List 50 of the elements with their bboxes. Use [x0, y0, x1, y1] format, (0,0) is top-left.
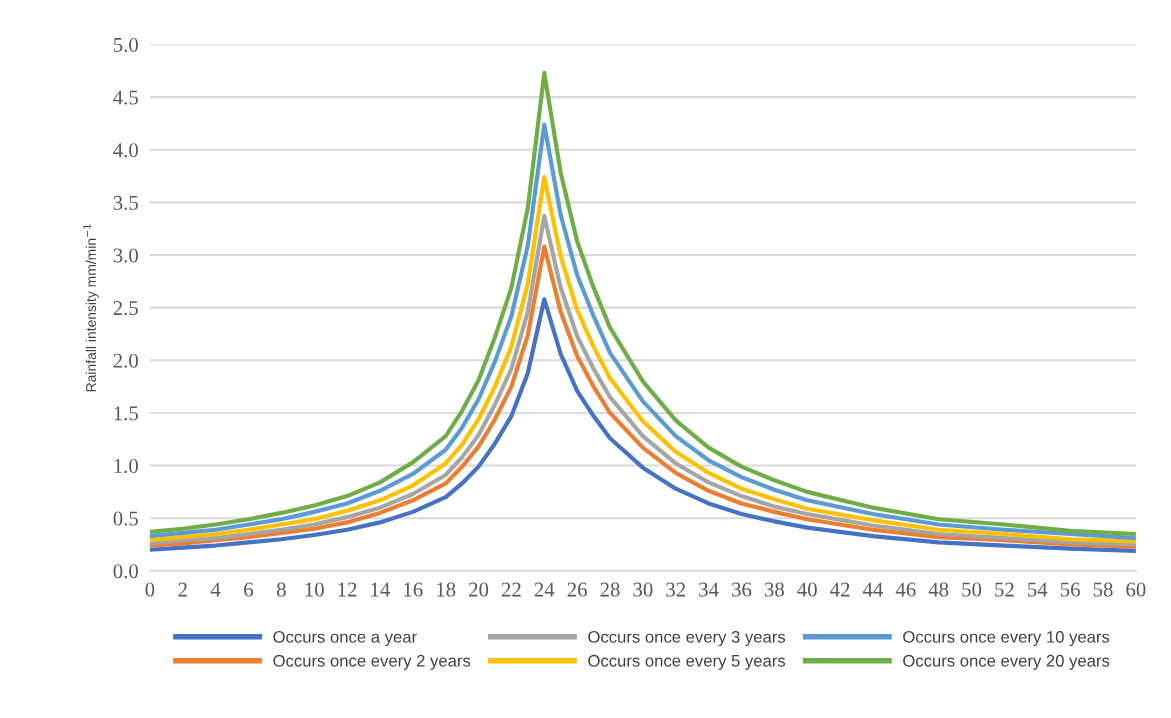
- x-tick-label: 16: [404, 582, 423, 597]
- x-tick-label: 48: [928, 582, 949, 597]
- y-tick-label: 3.5: [113, 195, 138, 210]
- legend-label: Occurs once every 5 years: [588, 654, 786, 670]
- y-tick-label: 0.5: [113, 511, 138, 526]
- line-series: [149, 297, 1136, 553]
- x-tick-label: 14: [371, 582, 391, 597]
- x-tick-label: 6: [244, 582, 254, 597]
- x-tick-label: 0: [145, 582, 155, 597]
- x-tick-label: 42: [830, 582, 850, 597]
- y-tick-label: 3.0: [113, 248, 138, 263]
- x-tick-label: 10: [305, 582, 324, 597]
- y-tick-label: 5.0: [113, 37, 138, 53]
- x-tick-label: 34: [699, 582, 719, 597]
- x-tick-label: 12: [338, 582, 357, 597]
- x-tick-label: 56: [1060, 582, 1080, 597]
- y-tick-label: 1.5: [114, 406, 138, 421]
- x-tick-label: 18: [437, 582, 456, 597]
- legend-label: Occurs once every 3 years: [588, 630, 786, 647]
- y-tick-label: 4.5: [113, 90, 138, 105]
- x-tick-label: 54: [1028, 582, 1048, 597]
- x-tick-label: 32: [666, 582, 686, 597]
- y-axis-title: Rainfall intensity mm/min$^{−1}$: [83, 224, 99, 392]
- x-tick-label: 58: [1093, 582, 1113, 597]
- x-tick-label: 26: [567, 582, 587, 597]
- x-tick-label: 52: [995, 582, 1014, 597]
- y-tick-label: 2.5: [113, 301, 138, 316]
- x-tick-label: 30: [633, 582, 653, 597]
- x-tick-label: 60: [1126, 582, 1146, 597]
- legend-label: Occurs once every 2 years: [273, 654, 471, 670]
- y-tick-label: 1.0: [114, 458, 138, 474]
- legend-label: Occurs once every 20 years: [903, 654, 1110, 670]
- x-tick-label: 38: [764, 582, 784, 597]
- x-tick-label: 22: [501, 582, 521, 597]
- x-tick-label: 8: [276, 582, 286, 597]
- x-tick-label: 46: [895, 582, 916, 597]
- x-tick-label: 44: [862, 582, 884, 597]
- y-tick-label: 0.0: [113, 564, 138, 579]
- x-tick-label: 24: [534, 582, 555, 597]
- x-tick-label: 50: [962, 582, 982, 597]
- x-tick-label: 28: [600, 582, 620, 597]
- y-tick-label: 4.0: [113, 143, 138, 158]
- x-tick-label: 36: [732, 582, 752, 597]
- x-tick-label: 40: [797, 582, 817, 597]
- x-tick-label: 20: [469, 582, 489, 597]
- x-tick-label: 4: [210, 582, 221, 597]
- legend-label: Occurs once a year: [273, 630, 417, 647]
- y-tick-label: 2.0: [113, 353, 138, 368]
- x-tick-label: 2: [178, 582, 187, 597]
- legend-label: Occurs once every 10 years: [903, 630, 1110, 647]
